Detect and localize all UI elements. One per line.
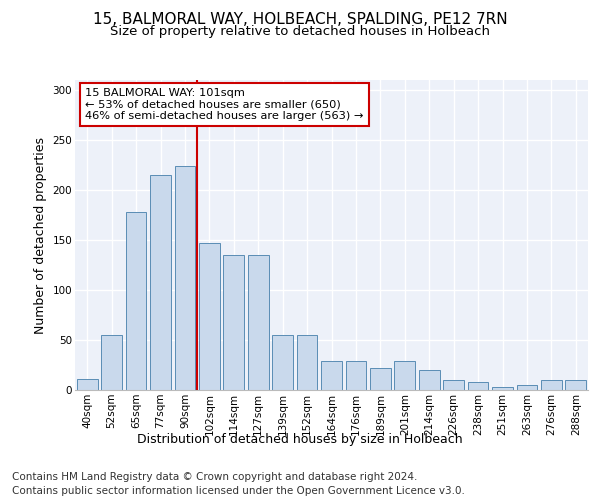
Bar [541, 380, 562, 390]
Text: Distribution of detached houses by size in Holbeach: Distribution of detached houses by size … [137, 432, 463, 446]
Bar [101, 335, 122, 390]
Bar [443, 380, 464, 390]
Bar [321, 361, 342, 390]
Text: 15 BALMORAL WAY: 101sqm
← 53% of detached houses are smaller (650)
46% of semi-d: 15 BALMORAL WAY: 101sqm ← 53% of detache… [85, 88, 364, 121]
Bar [150, 175, 171, 390]
Text: Contains HM Land Registry data © Crown copyright and database right 2024.: Contains HM Land Registry data © Crown c… [12, 472, 418, 482]
Bar [175, 166, 196, 390]
Bar [77, 379, 98, 390]
Bar [565, 380, 586, 390]
Bar [346, 361, 367, 390]
Bar [467, 382, 488, 390]
Text: 15, BALMORAL WAY, HOLBEACH, SPALDING, PE12 7RN: 15, BALMORAL WAY, HOLBEACH, SPALDING, PE… [92, 12, 508, 28]
Bar [370, 368, 391, 390]
Text: Size of property relative to detached houses in Holbeach: Size of property relative to detached ho… [110, 25, 490, 38]
Bar [492, 387, 513, 390]
Y-axis label: Number of detached properties: Number of detached properties [34, 136, 47, 334]
Text: Contains public sector information licensed under the Open Government Licence v3: Contains public sector information licen… [12, 486, 465, 496]
Bar [223, 255, 244, 390]
Bar [199, 243, 220, 390]
Bar [296, 335, 317, 390]
Bar [125, 212, 146, 390]
Bar [394, 361, 415, 390]
Bar [419, 370, 440, 390]
Bar [248, 255, 269, 390]
Bar [272, 335, 293, 390]
Bar [517, 385, 538, 390]
